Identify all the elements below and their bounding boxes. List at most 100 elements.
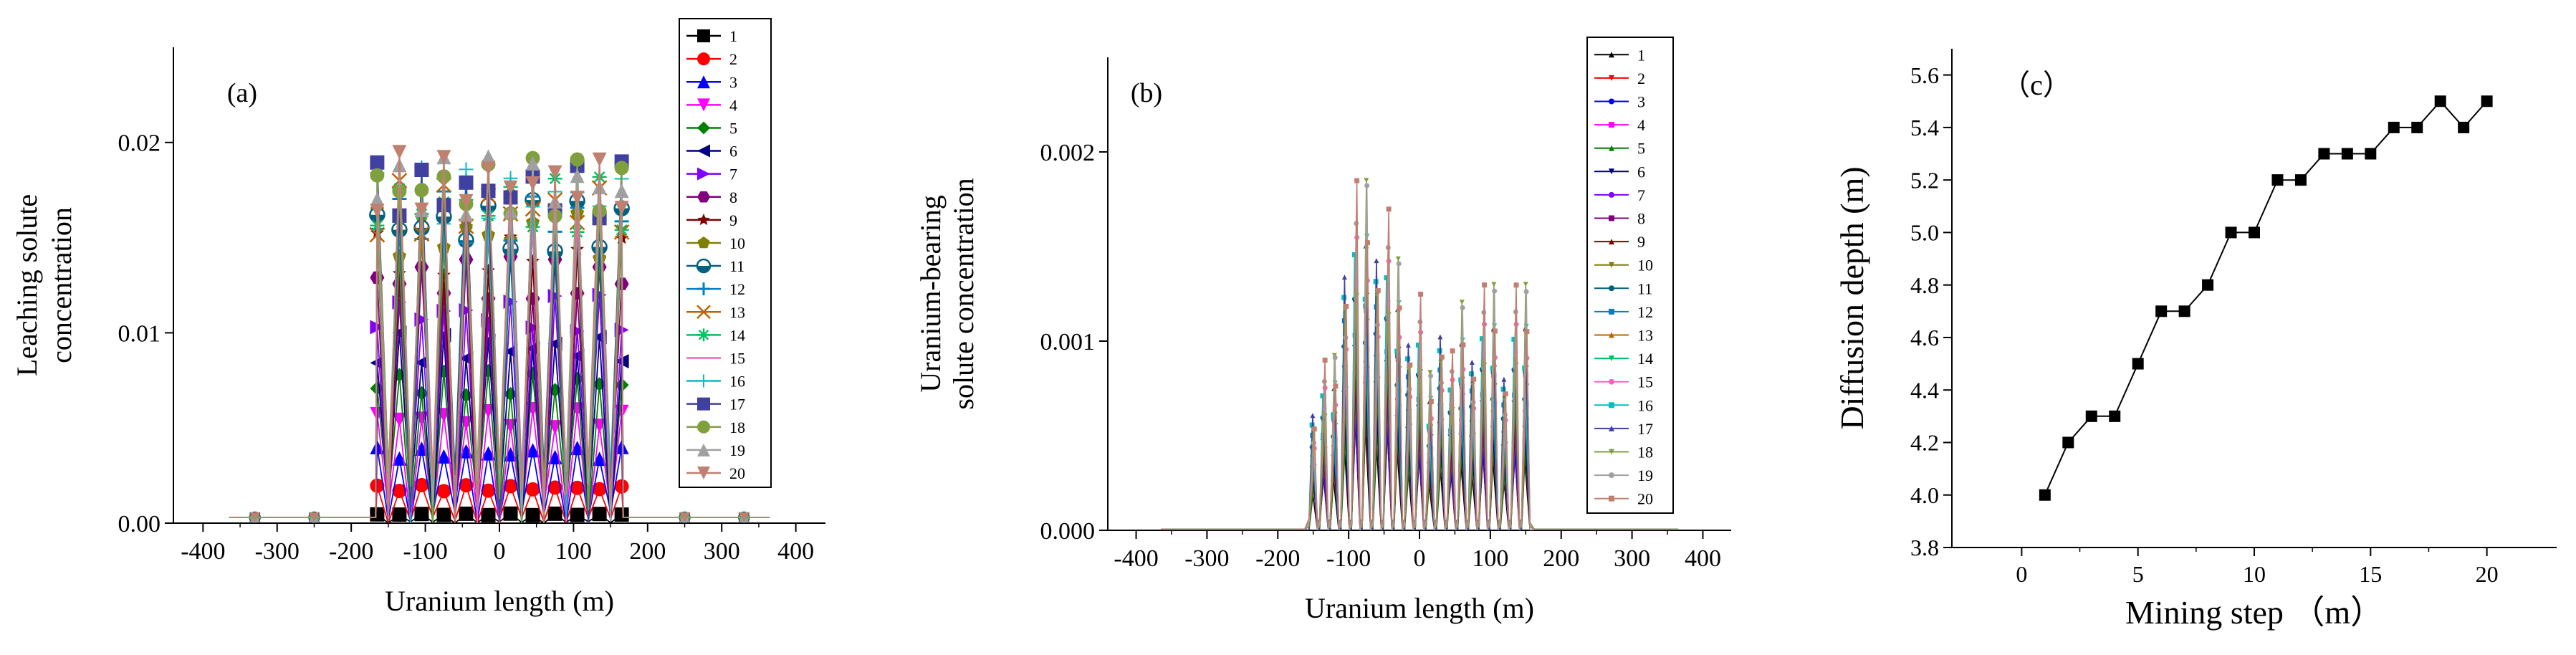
y-tick-label: 5.6 bbox=[1910, 62, 1939, 88]
legend-label-2: 2 bbox=[1637, 70, 1645, 87]
point-17 bbox=[1501, 376, 1507, 382]
point-20 bbox=[614, 201, 629, 216]
y-tick-label: 5.4 bbox=[1910, 115, 1939, 140]
legend-marker-6 bbox=[697, 144, 710, 158]
point-2 bbox=[570, 480, 585, 495]
x-tick-label: 20 bbox=[2476, 561, 2499, 587]
chart-panel-c: 0 5 10 15 20 3.8 4.0 4.2 4.4 4.6 4.8 5.0 5.2 5.4 5.6 Mi… bbox=[1834, 49, 2557, 631]
point-2 bbox=[547, 480, 562, 495]
point-17 bbox=[481, 183, 496, 199]
point-2 bbox=[459, 478, 474, 493]
series-20 bbox=[229, 145, 770, 523]
point-17 bbox=[370, 155, 385, 170]
data-point-17 bbox=[2411, 121, 2423, 133]
x-tick-label: 200 bbox=[629, 538, 666, 565]
legend-marker-16 bbox=[1609, 402, 1614, 408]
plot-area-b bbox=[1161, 178, 1678, 530]
point-20 bbox=[459, 193, 474, 209]
point-20 bbox=[1503, 391, 1508, 397]
series-line-20 bbox=[229, 152, 770, 523]
point-1 bbox=[525, 507, 540, 522]
y-axis-title-line: solute concentration bbox=[947, 178, 980, 409]
x-tick-label: -100 bbox=[1326, 545, 1371, 572]
x-tick-label: 200 bbox=[1543, 545, 1579, 572]
x-tick-label: -300 bbox=[255, 538, 300, 565]
y-tick-label: 0.002 bbox=[1040, 140, 1096, 166]
point-20 bbox=[1375, 288, 1381, 294]
x-tick-label: -300 bbox=[1184, 545, 1229, 572]
point-19 bbox=[614, 183, 629, 199]
point-19 bbox=[1460, 305, 1465, 310]
point-18 bbox=[1523, 282, 1528, 287]
legend-label-17: 17 bbox=[1637, 420, 1653, 438]
y-tick-label: 5.2 bbox=[1910, 167, 1939, 193]
point-5 bbox=[414, 386, 429, 401]
legend-marker-8 bbox=[1609, 215, 1614, 221]
point-17 bbox=[1341, 274, 1347, 280]
data-point-14 bbox=[2341, 148, 2353, 160]
panel-label-c: （c） bbox=[2001, 69, 2072, 101]
point-1 bbox=[547, 506, 562, 521]
legend-marker-9 bbox=[697, 213, 710, 226]
legend-marker-13 bbox=[696, 305, 711, 320]
point-2 bbox=[614, 479, 629, 494]
legend-label-18: 18 bbox=[1637, 444, 1653, 462]
point-20 bbox=[739, 512, 750, 523]
point-16 bbox=[1351, 252, 1357, 258]
legend-label-12: 12 bbox=[729, 280, 745, 298]
point-20 bbox=[1471, 376, 1477, 382]
legend-marker-13 bbox=[1609, 332, 1614, 338]
panel-label-a: (a) bbox=[227, 78, 257, 108]
point-16 bbox=[1320, 393, 1326, 398]
point-19 bbox=[570, 168, 585, 183]
legend-marker-4 bbox=[1609, 122, 1614, 128]
point-19 bbox=[592, 180, 607, 195]
series-line-4 bbox=[229, 408, 770, 523]
y-tick-label: 4.0 bbox=[1910, 482, 1939, 508]
legend-label-19: 19 bbox=[729, 441, 745, 459]
legend-label-10: 10 bbox=[729, 234, 745, 252]
point-20 bbox=[1386, 206, 1392, 212]
point-2 bbox=[414, 477, 429, 492]
y-tick-label: 4.8 bbox=[1910, 272, 1939, 298]
data-point-10 bbox=[2249, 226, 2260, 239]
legend-label-1: 1 bbox=[1637, 46, 1645, 64]
data-point-15 bbox=[2365, 148, 2377, 160]
y-axis-title-line: Diffusion depth (m) bbox=[1834, 166, 1870, 429]
point-8 bbox=[414, 261, 429, 274]
point-19 bbox=[503, 204, 518, 219]
point-19 bbox=[1492, 288, 1498, 294]
point-18 bbox=[614, 161, 629, 176]
data-point-18 bbox=[2434, 95, 2446, 107]
legend-marker-3 bbox=[1609, 98, 1614, 105]
x-tick-label: 0 bbox=[1414, 545, 1426, 572]
legend-label-6: 6 bbox=[1637, 163, 1645, 181]
legend-label-8: 8 bbox=[1637, 210, 1645, 228]
legend-marker-1 bbox=[697, 29, 710, 43]
point-16 bbox=[1511, 336, 1517, 342]
legend-marker-6 bbox=[1609, 168, 1614, 175]
y-tick-label: 0.00 bbox=[118, 511, 161, 537]
point-20 bbox=[592, 152, 607, 167]
legend-marker-9 bbox=[1609, 239, 1614, 245]
y-tick-label: 0.001 bbox=[1040, 329, 1096, 355]
series-line-18 bbox=[229, 158, 770, 523]
legend-label-5: 5 bbox=[1637, 140, 1645, 158]
point-20 bbox=[309, 512, 320, 523]
point-19 bbox=[1428, 373, 1434, 378]
point-20 bbox=[1311, 426, 1317, 432]
point-20 bbox=[1418, 292, 1424, 297]
point-20 bbox=[481, 161, 496, 176]
legend-label-1: 1 bbox=[729, 27, 737, 45]
x-tick-label: -200 bbox=[1255, 545, 1300, 572]
point-1 bbox=[392, 507, 407, 522]
x-tick-label: -100 bbox=[403, 538, 447, 565]
point-20 bbox=[503, 180, 518, 195]
point-20 bbox=[570, 191, 585, 206]
legend-box bbox=[1586, 37, 1674, 514]
legend-label-17: 17 bbox=[729, 396, 745, 413]
data-point-9 bbox=[2225, 226, 2237, 239]
point-20 bbox=[1407, 362, 1413, 368]
legend-marker-17 bbox=[697, 397, 710, 411]
legend-label-11: 11 bbox=[1637, 279, 1652, 297]
